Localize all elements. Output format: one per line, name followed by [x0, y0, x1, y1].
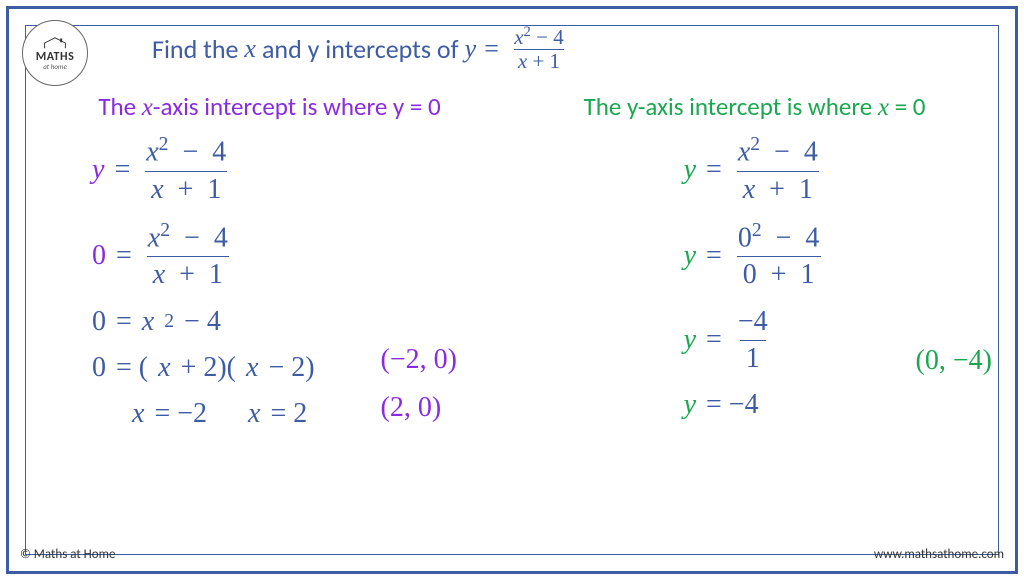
- logo-text-sub: at home: [43, 63, 67, 70]
- right-step-1: y = x2 − 4 x + 1: [684, 134, 826, 206]
- y-intercept-answer: (0, −4): [916, 345, 992, 377]
- left-step-3: 0 = x2 − 4: [92, 306, 507, 338]
- heading-pre: The y-axis intercept is where: [584, 91, 878, 122]
- r2-den: 0 + 1: [737, 256, 821, 291]
- title-denominator: x + 1: [514, 49, 564, 73]
- left-column: The x-axis intercept is where y = 0 y = …: [32, 91, 507, 429]
- s4-lhs: 0: [92, 352, 106, 384]
- r4-rhs: = −4: [706, 389, 759, 421]
- right-steps-body: y = x2 − 4 x + 1 y = 02 − 4 0 + 1: [517, 134, 992, 421]
- title-fraction: x2 − 4 x + 1: [510, 24, 568, 73]
- r3-den: 1: [740, 340, 766, 375]
- right-step-3: y = −4 1: [684, 306, 826, 375]
- r4-lhs: y: [684, 389, 696, 421]
- right-step-2: y = 02 − 4 0 + 1: [684, 220, 826, 292]
- r1-num: x2 − 4: [732, 134, 824, 171]
- left-steps-body: y = x2 − 4 x + 1 0 = x2 − 4 x + 1: [32, 134, 507, 429]
- ans-x1: (−2, 0): [381, 344, 457, 376]
- house-icon: [42, 36, 68, 50]
- right-steps: y = x2 − 4 x + 1 y = 02 − 4 0 + 1: [684, 134, 826, 421]
- left-step-1: y = x2 − 4 x + 1: [92, 134, 507, 206]
- r1-frac: x2 − 4 x + 1: [732, 134, 824, 206]
- s1-lhs: y: [92, 154, 104, 186]
- heading-pre: The: [98, 91, 141, 122]
- s2-num: x2 − 4: [142, 220, 234, 257]
- r2-num: 02 − 4: [732, 220, 826, 257]
- s1-num: x2 − 4: [140, 134, 232, 171]
- title-mid: and y intercepts of: [262, 33, 459, 65]
- title-x-var: x: [244, 34, 256, 64]
- s1-frac: x2 − 4 x + 1: [140, 134, 232, 206]
- title-prefix: Find the: [152, 33, 238, 65]
- y-intercept-heading: The y-axis intercept is where x = 0: [584, 91, 926, 122]
- right-column: The y-axis intercept is where x = 0 y = …: [517, 91, 992, 429]
- r2-lhs: y: [684, 240, 696, 272]
- two-column-layout: The x-axis intercept is where y = 0 y = …: [32, 91, 992, 429]
- s3-lhs: 0: [92, 306, 106, 338]
- logo-badge: MATHS at home: [22, 20, 88, 86]
- r3-num: −4: [732, 306, 774, 340]
- r2-frac: 02 − 4 0 + 1: [732, 220, 826, 292]
- r3-frac: −4 1: [732, 306, 774, 375]
- s2-frac: x2 − 4 x + 1: [142, 220, 234, 292]
- heading-var: x: [878, 94, 889, 121]
- s2-den: x + 1: [147, 256, 229, 291]
- title-lhs: y =: [465, 34, 501, 64]
- s2-lhs: 0: [92, 240, 106, 272]
- heading-var: x: [142, 94, 153, 121]
- ans-x2: (2, 0): [381, 392, 457, 424]
- title-numerator: x2 − 4: [510, 24, 568, 49]
- website-url: www.mathsathome.com: [874, 547, 1004, 562]
- heading-post: = 0: [889, 91, 925, 122]
- content-area: MATHS at home Find the x and y intercept…: [18, 18, 1006, 562]
- right-step-4: y = −4: [684, 389, 826, 421]
- heading-post: -axis intercept is where y = 0: [153, 91, 441, 122]
- copyright-text: © Maths at Home: [20, 547, 115, 562]
- r1-lhs: y: [684, 154, 696, 186]
- left-step-2: 0 = x2 − 4 x + 1: [92, 220, 507, 292]
- r1-den: x + 1: [737, 171, 819, 206]
- x-intercept-answers: (−2, 0) (2, 0): [381, 344, 457, 424]
- problem-title: Find the x and y intercepts of y = x2 − …: [32, 24, 992, 73]
- x-intercept-heading: The x-axis intercept is where y = 0: [98, 91, 440, 122]
- s1-den: x + 1: [145, 171, 227, 206]
- r3-lhs: y: [684, 324, 696, 356]
